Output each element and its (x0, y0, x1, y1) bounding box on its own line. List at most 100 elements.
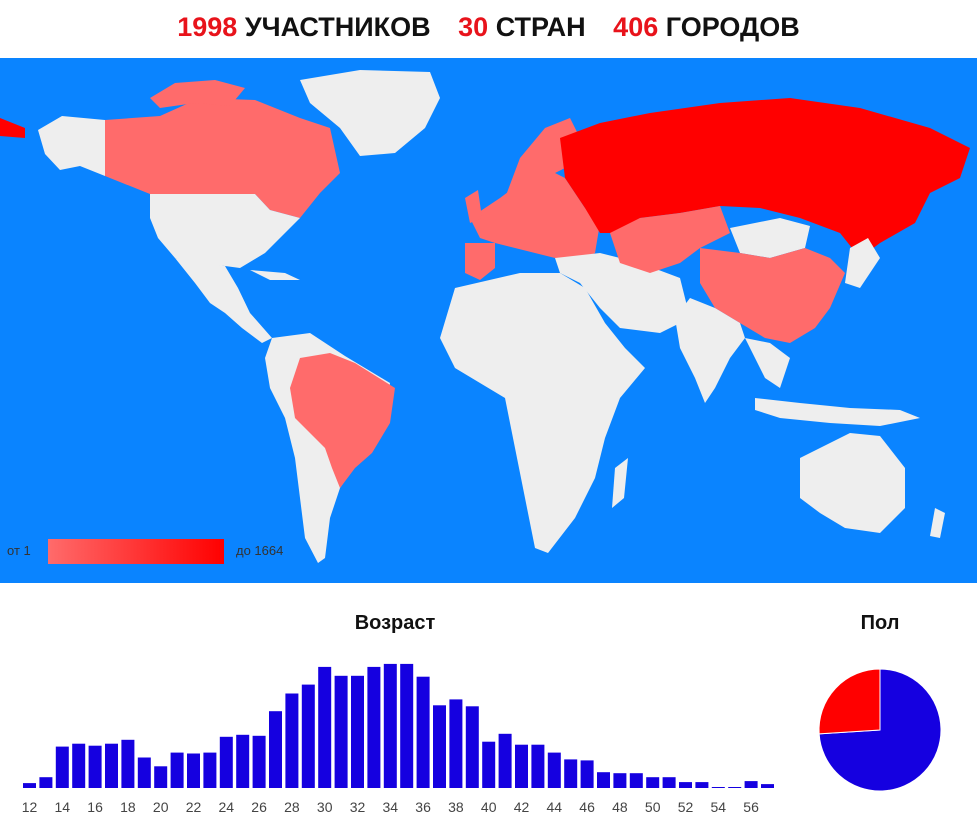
age-bar-55[interactable] (728, 787, 742, 788)
age-bar-48[interactable] (613, 773, 627, 788)
russia-east-shape[interactable] (0, 118, 25, 138)
uk-shape[interactable] (465, 190, 482, 223)
mexico-shape[interactable] (175, 258, 272, 343)
age-bar-25[interactable] (236, 734, 250, 788)
age-bar-30[interactable] (318, 666, 332, 788)
age-bar-46[interactable] (580, 760, 594, 788)
age-tick-24: 24 (219, 799, 235, 815)
cities-label: ГОРОДОВ (665, 12, 800, 42)
age-tick-42: 42 (514, 799, 530, 815)
russia-shape[interactable] (560, 98, 970, 258)
participants-count: 1998 (177, 12, 238, 42)
age-bar-49[interactable] (629, 773, 643, 788)
map-legend-max: до 1664 (236, 543, 284, 558)
southeast-asia-shape[interactable] (745, 338, 790, 388)
age-tick-26: 26 (251, 799, 267, 815)
age-bar-41[interactable] (498, 733, 512, 788)
age-bar-16[interactable] (88, 745, 102, 788)
age-bar-35[interactable] (400, 663, 414, 788)
age-bar-24[interactable] (219, 736, 233, 788)
age-bar-19[interactable] (137, 757, 151, 789)
arctic-islands-shape[interactable] (150, 80, 245, 108)
age-bar-47[interactable] (597, 772, 610, 788)
indonesia-shape[interactable] (755, 398, 920, 426)
central-asia-shape[interactable] (610, 206, 730, 273)
age-tick-50: 50 (645, 799, 661, 815)
canada-shape[interactable] (105, 98, 340, 218)
age-tick-44: 44 (547, 799, 563, 815)
age-bar-44[interactable] (547, 752, 561, 788)
age-tick-16: 16 (87, 799, 103, 815)
age-bar-50[interactable] (646, 777, 660, 788)
europe-shape[interactable] (470, 168, 600, 263)
age-tick-48: 48 (612, 799, 628, 815)
australia-shape[interactable] (800, 433, 905, 533)
age-bar-18[interactable] (121, 739, 135, 788)
age-tick-32: 32 (350, 799, 366, 815)
age-bar-37[interactable] (433, 705, 446, 788)
age-bar-51[interactable] (662, 777, 676, 788)
age-bar-43[interactable] (531, 744, 545, 788)
age-bar-22[interactable] (187, 753, 200, 789)
age-tick-56: 56 (743, 799, 759, 815)
iberia-shape[interactable] (465, 243, 495, 280)
age-bar-40[interactable] (482, 741, 496, 788)
age-bar-31[interactable] (334, 675, 348, 788)
mongolia-shape[interactable] (730, 218, 810, 258)
age-bar-28[interactable] (285, 693, 299, 789)
age-chart-title: Возраст (354, 612, 436, 634)
world-map[interactable] (0, 58, 977, 583)
age-bar-42[interactable] (515, 744, 528, 788)
sex-chart-title: Пол (860, 612, 900, 634)
age-tick-20: 20 (153, 799, 169, 815)
caribbean-shape[interactable] (250, 270, 300, 280)
age-tick-18: 18 (120, 799, 136, 815)
age-bar-32[interactable] (351, 675, 364, 788)
countries-label: СТРАН (495, 12, 586, 42)
age-bar-56[interactable] (744, 781, 758, 788)
age-bar-20[interactable] (154, 766, 168, 788)
cities-count: 406 (613, 12, 659, 42)
age-bar-54[interactable] (711, 787, 725, 788)
summary-header: 1998 УЧАСТНИКОВ 30 СТРАН 406 ГОРОДОВ (0, 0, 977, 58)
age-bar-33[interactable] (367, 666, 381, 788)
japan-shape[interactable] (845, 238, 880, 288)
age-bar-15[interactable] (72, 743, 86, 788)
age-bar-27[interactable] (269, 711, 282, 788)
age-bar-45[interactable] (564, 759, 578, 788)
age-bar-13[interactable] (39, 777, 53, 788)
age-bar-38[interactable] (449, 699, 463, 788)
age-bar-53[interactable] (695, 782, 709, 788)
brazil-shape[interactable] (290, 353, 395, 488)
usa-shape[interactable] (150, 194, 300, 268)
age-tick-28: 28 (284, 799, 300, 815)
age-bar-34[interactable] (383, 663, 397, 788)
age-bar-21[interactable] (170, 752, 184, 788)
age-bar-12[interactable] (23, 783, 36, 788)
age-bar-36[interactable] (416, 676, 430, 788)
age-tick-30: 30 (317, 799, 333, 815)
age-bar-17[interactable] (105, 743, 118, 788)
participants-label: УЧАСТНИКОВ (244, 12, 431, 42)
india-shape[interactable] (675, 298, 745, 403)
age-bar-26[interactable] (252, 735, 266, 788)
age-bar-57[interactable] (761, 784, 774, 788)
africa-shape[interactable] (440, 273, 645, 553)
map-legend-min: от 1 (7, 543, 31, 558)
age-bar-29[interactable] (301, 684, 315, 788)
middle-east-shape[interactable] (555, 253, 690, 333)
age-tick-34: 34 (383, 799, 399, 815)
madagascar-shape[interactable] (612, 458, 628, 508)
china-shape[interactable] (700, 248, 845, 343)
age-bar-14[interactable] (55, 746, 69, 788)
new-zealand-shape[interactable] (930, 508, 945, 538)
age-tick-46: 46 (579, 799, 595, 815)
age-tick-54: 54 (711, 799, 727, 815)
age-bar-23[interactable] (203, 752, 217, 788)
age-tick-40: 40 (481, 799, 497, 815)
age-bar-39[interactable] (465, 706, 479, 788)
age-bar-52[interactable] (679, 782, 692, 788)
alaska-shape[interactable] (38, 116, 105, 176)
sex-pie-slice-1[interactable] (818, 668, 881, 735)
greenland-shape[interactable] (300, 70, 440, 156)
